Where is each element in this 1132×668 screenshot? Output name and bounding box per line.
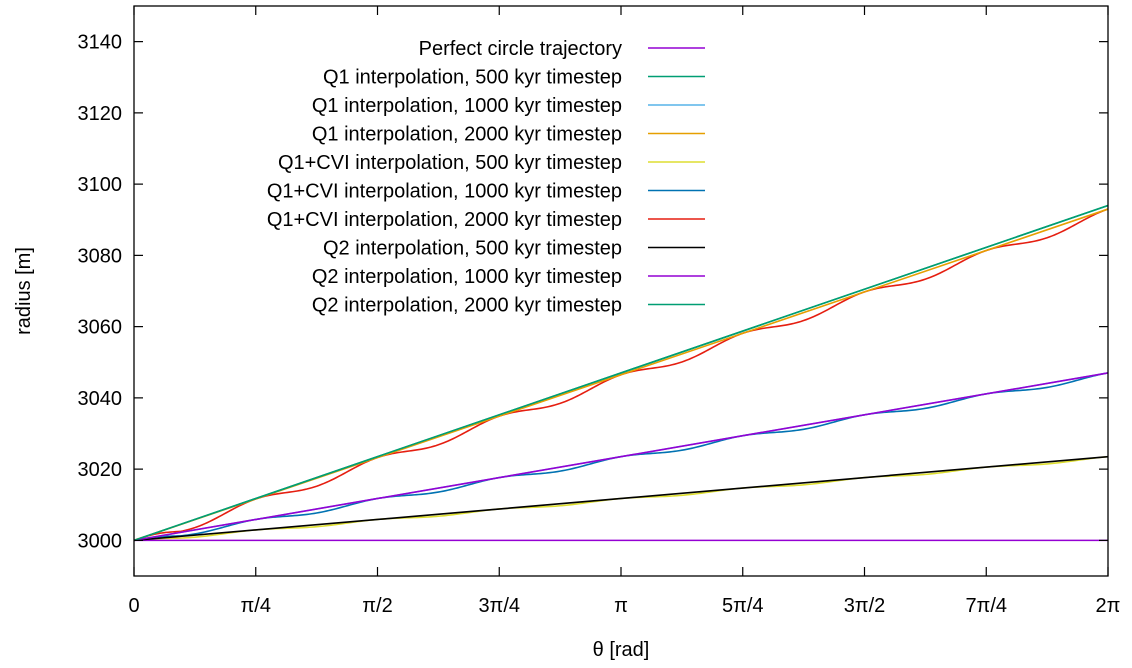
series-line-8 (133, 372, 1109, 542)
x-tick-label: π/4 (241, 595, 271, 617)
legend-label: Q2 interpolation, 500 kyr timestep (323, 238, 622, 260)
y-tick-label: 3040 (78, 388, 123, 410)
y-tick-label: 3100 (78, 174, 123, 196)
y-tick-label: 3060 (78, 317, 123, 339)
legend-label: Q1 interpolation, 500 kyr timestep (323, 67, 622, 89)
series-layer (133, 204, 1109, 542)
legend-label: Q2 interpolation, 1000 kyr timestep (312, 266, 622, 288)
legend: Perfect circle trajectory Q1 interpolatio… (267, 38, 705, 317)
legend-label: Q1 interpolation, 1000 kyr timestep (312, 95, 622, 117)
x-tick-label: 2π (1096, 595, 1121, 617)
legend-label: Q2 interpolation, 2000 kyr timestep (312, 295, 622, 317)
legend-label: Perfect circle trajectory (419, 38, 622, 60)
x-tick-label: 3π/4 (478, 595, 520, 617)
legend-label: Q1 interpolation, 2000 kyr timestep (312, 124, 622, 146)
legend-label: Q1+CVI interpolation, 1000 kyr timestep (267, 181, 622, 203)
series-line-7 (133, 455, 1109, 542)
series-line-9 (133, 204, 1109, 542)
y-tick-label: 3080 (78, 245, 123, 267)
x-tick-label: 3π/2 (844, 595, 886, 617)
x-tick-label: π/2 (362, 595, 392, 617)
x-tick-label: 5π/4 (722, 595, 764, 617)
y-tick-label: 3000 (78, 530, 123, 552)
y-tick-label: 3120 (78, 103, 123, 125)
x-tick-label: π (614, 595, 628, 617)
y-tick-label: 3140 (78, 32, 123, 54)
legend-label: Q1+CVI interpolation, 2000 kyr timestep (267, 209, 622, 231)
x-tick-label: 0 (128, 595, 139, 617)
x-axis-label: θ [rad] (593, 639, 650, 661)
y-axis-label: radius [m] (13, 247, 35, 335)
x-tick-label: 7π/4 (965, 595, 1007, 617)
y-tick-label: 3020 (78, 459, 123, 481)
legend-label: Q1+CVI interpolation, 500 kyr timestep (278, 152, 622, 174)
tick-layer: 0 π/4 π/2 3π/4 π 5π/4 3π/2 7π/4 2π 3000 3020 3040 30… (78, 6, 1121, 617)
